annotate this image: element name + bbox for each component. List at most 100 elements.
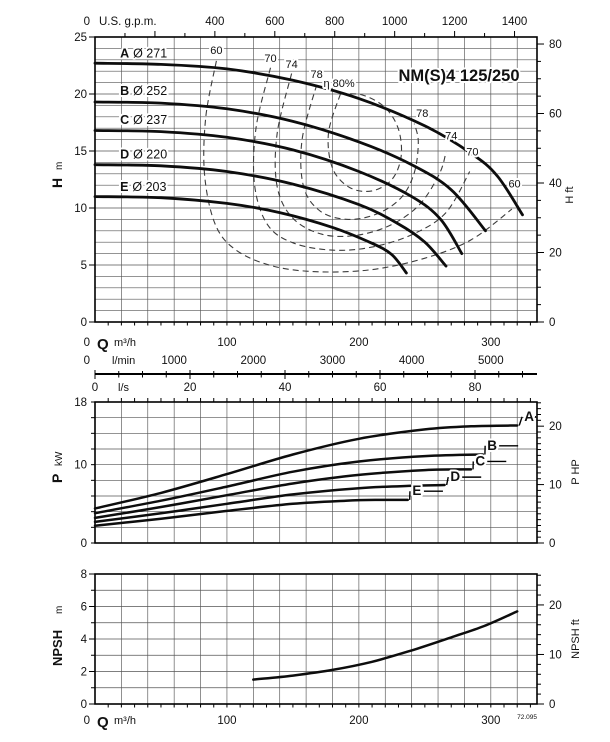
efficiency-label-2: 74 xyxy=(285,59,297,71)
q-unit: m³/h xyxy=(114,337,136,349)
q-prefix: Q xyxy=(97,336,109,353)
hq-ylabel-unit: m xyxy=(54,162,65,170)
hq-chart: 400 600 800 1000 1200 14000510152025020406080… xyxy=(74,16,562,394)
efficiency-contour-74 xyxy=(274,73,447,237)
hp-tick-label: 0 xyxy=(549,538,555,550)
lmin-tick-label: 3000 xyxy=(320,355,346,367)
npsh-q-origin-label: 0 xyxy=(84,715,90,727)
power-curve-A xyxy=(93,424,519,510)
chart-title: NM(S)4 125/250 xyxy=(398,67,519,85)
power-curve-label-B: B xyxy=(487,438,497,453)
gpm-tick-label: 1000 xyxy=(382,16,408,28)
h-tick-label: 10 xyxy=(74,203,87,215)
hq-ylabel: H xyxy=(49,178,65,188)
npsh-tick-label: 6 xyxy=(81,602,87,614)
h-tick-label: 0 xyxy=(81,317,87,329)
efficiency-contour-60 xyxy=(203,60,513,273)
power-curve-label-E: E xyxy=(412,483,421,498)
ls-tick-label: 60 xyxy=(374,382,387,394)
head-curve-A xyxy=(93,61,524,217)
kw-tick-label: 10 xyxy=(74,460,87,472)
npshft-tick-label: 10 xyxy=(549,649,562,661)
power-curve-B xyxy=(93,453,485,515)
hft-tick-label: 0 xyxy=(549,317,555,329)
npsh-ylabel-unit: m xyxy=(54,606,65,614)
hq-y2label: H ft xyxy=(564,186,576,203)
grid xyxy=(95,574,537,704)
power-ylabel: P xyxy=(49,474,65,483)
m3h-tick-label: 200 xyxy=(349,337,368,349)
plot-border xyxy=(94,401,538,544)
gpm-tick-label: 600 xyxy=(265,16,284,28)
efficiency-label-1: 70 xyxy=(264,53,276,65)
m3h-tick-label: 300 xyxy=(481,337,500,349)
kw-tick-label: 18 xyxy=(74,397,87,409)
hft-tick-label: 80 xyxy=(549,39,562,51)
npsh-q-unit: m³/h xyxy=(114,715,136,727)
head-curve-D xyxy=(93,163,448,268)
head-curve-C xyxy=(93,129,464,255)
efficiency-contour-80 xyxy=(327,93,403,193)
npshft-tick-label: 0 xyxy=(549,699,555,711)
hft-tick-label: 60 xyxy=(549,109,562,121)
npsh-tick-label: 4 xyxy=(81,634,88,646)
head-curve-B xyxy=(93,100,487,233)
npsh-ylabel: NPSH xyxy=(50,630,65,666)
power-curve-D xyxy=(93,483,446,524)
npsh-q-tick-label: 300 xyxy=(481,715,500,727)
gpm-tick-label: 1400 xyxy=(502,16,528,28)
npsh-chart: 0 2 4 6 8 0 10 20 100 200 300 xyxy=(81,569,562,727)
q-origin-label: 0 xyxy=(84,337,90,349)
ls-tick-label: 80 xyxy=(469,382,482,394)
npshft-tick-label: 20 xyxy=(549,600,562,612)
lmin-tick-label: 5000 xyxy=(478,355,504,367)
gpm-tick-label: 400 xyxy=(205,16,224,28)
axis-ticks xyxy=(91,398,544,544)
drawing-code: 72.095 xyxy=(517,714,537,721)
grid xyxy=(95,402,537,543)
m3h-tick-label: 100 xyxy=(217,337,236,349)
efficiency-contours xyxy=(203,60,513,273)
hp-tick-label: 10 xyxy=(549,480,562,492)
power-curve-C xyxy=(93,468,473,520)
lmin-tick-label: 1000 xyxy=(161,355,187,367)
power-curve-E xyxy=(93,498,409,528)
h-tick-label: 25 xyxy=(74,32,87,44)
h-tick-label: 5 xyxy=(81,260,87,272)
npsh-tick-label: 0 xyxy=(81,699,87,711)
gpm-tick-label: 1200 xyxy=(442,16,468,28)
power-curves xyxy=(93,424,519,528)
efficiency-label-7: 70 xyxy=(466,147,478,159)
power-y2label: P HP xyxy=(570,459,582,484)
hft-tick-label: 20 xyxy=(549,248,562,260)
efficiency-label-8: 60 xyxy=(508,178,520,190)
power-curve-label-C: C xyxy=(475,453,485,468)
h-tick-label: 15 xyxy=(74,146,87,158)
power-curve-label-A: A xyxy=(524,409,534,424)
gpm-origin-label: 0 xyxy=(84,16,90,28)
efficiency-contour-70 xyxy=(252,67,471,251)
npsh-tick-label: 2 xyxy=(81,667,87,679)
lmin-origin-label: 0 xyxy=(84,355,90,367)
npsh-q-tick-label: 200 xyxy=(349,715,368,727)
npsh-q-tick-label: 100 xyxy=(217,715,236,727)
gpm-unit-label: U.S. g.p.m. xyxy=(99,16,157,28)
lmin-tick-label: 4000 xyxy=(399,355,425,367)
plot-border xyxy=(94,36,538,323)
efficiency-label-0: 60 xyxy=(210,45,222,57)
head-curves xyxy=(93,61,524,275)
axis-ticks xyxy=(89,573,544,708)
ls-unit: l/s xyxy=(118,382,130,394)
gpm-tick-label: 800 xyxy=(325,16,344,28)
efficiency-contour-78 xyxy=(300,84,419,220)
lmin-tick-label: 2000 xyxy=(241,355,267,367)
efficiency-label-4: η 80% xyxy=(323,78,354,90)
npsh-tick-label: 8 xyxy=(81,569,87,581)
hft-tick-label: 40 xyxy=(549,178,562,190)
head-curve-E xyxy=(93,195,408,275)
